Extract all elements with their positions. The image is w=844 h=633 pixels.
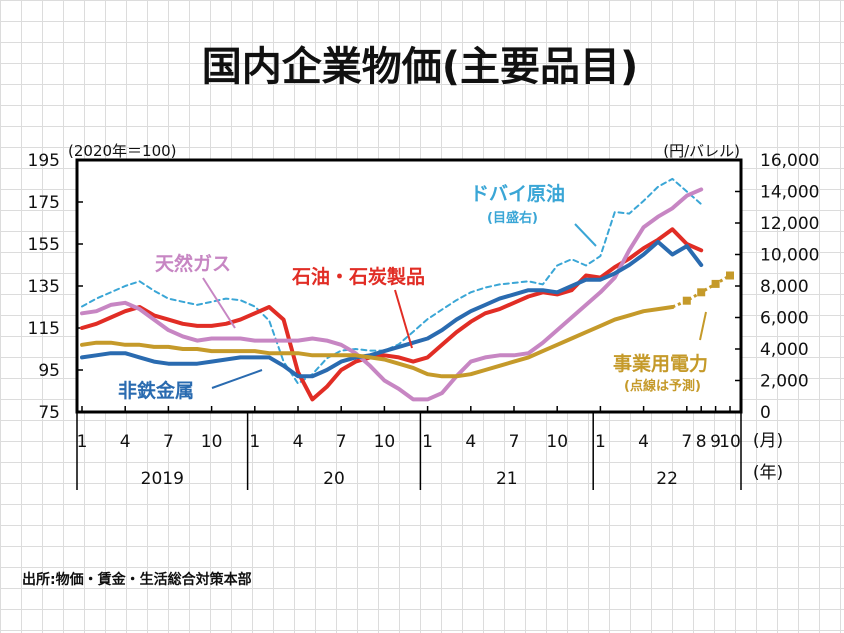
year-label: 20 (323, 469, 345, 489)
chart-title: 国内企業物価(主要品目) (202, 44, 639, 90)
month-tick-label: 7 (509, 432, 520, 452)
plot-area (75, 158, 743, 414)
label-metal: 非鉄金属 (118, 379, 194, 402)
pointer-oil (394, 289, 413, 349)
right-tick-label: 12,000 (760, 214, 819, 234)
right-tick-label: 2,000 (760, 372, 809, 392)
left-axis-unit: (2020年＝100) (68, 142, 177, 160)
right-axis-ticks: 16,000 14,000 12,000 10,000 8,000 6,000 4,000 2… (735, 151, 819, 423)
month-tick-label: 10 (546, 432, 568, 452)
right-axis-unit: (円/バレル) (663, 142, 740, 160)
series-line (80, 227, 704, 402)
pointer-metal (211, 369, 263, 389)
month-tick-label: 1 (249, 432, 260, 452)
month-tick-label: 9 (710, 432, 721, 452)
label-oil: 石油・石炭製品 (291, 266, 425, 288)
left-tick-label: 115 (28, 319, 60, 339)
right-tick-label: 8,000 (760, 277, 809, 297)
month-tick-label: 4 (638, 432, 649, 452)
forecast-point (711, 279, 720, 288)
year-label: 21 (496, 469, 518, 489)
year-unit: (年) (753, 463, 783, 483)
label-dubai: ドバイ原油 (470, 183, 565, 205)
month-tick-label: 8 (696, 432, 707, 452)
left-tick-label: 155 (28, 235, 60, 255)
month-tick-label: 10 (719, 432, 741, 452)
series-line (80, 239, 704, 379)
month-tick-label: 10 (201, 432, 223, 452)
label-power: 事業用電力 (613, 352, 708, 375)
left-tick-label: 75 (38, 403, 60, 423)
forecast-point (682, 296, 691, 305)
left-tick-label: 135 (28, 277, 60, 297)
right-tick-label: 4,000 (760, 340, 809, 360)
series-line (80, 187, 704, 402)
month-tick-label: 7 (163, 432, 174, 452)
left-tick-label: 95 (38, 361, 60, 381)
pointer-power (699, 311, 707, 341)
forecast-point (726, 271, 734, 280)
label-gas: 天然ガス (155, 252, 231, 275)
forecast-point (697, 288, 706, 297)
month-tick-label: 10 (374, 432, 396, 452)
right-tick-label: 14,000 (760, 183, 819, 203)
series-line (80, 305, 675, 379)
left-axis-ticks: 195 175 155 135 115 95 75 (28, 151, 83, 423)
label-power-sub: (点線は予測) (624, 378, 701, 394)
month-tick-label: 1 (422, 432, 433, 452)
month-tick-label: 4 (465, 432, 476, 452)
year-label: 2019 (141, 469, 184, 489)
year-label: 22 (656, 469, 678, 489)
right-tick-label: 16,000 (760, 151, 819, 171)
left-tick-label: 195 (28, 151, 60, 171)
right-tick-label: 10,000 (760, 246, 819, 266)
month-unit: (月) (753, 431, 783, 451)
pointer-gas (202, 277, 236, 329)
source-note: 出所:物価・賃金・生活総合対策本部 (22, 571, 252, 588)
right-tick-label: 6,000 (760, 309, 809, 329)
left-tick-label: 175 (28, 193, 60, 213)
month-tick-label: 4 (120, 432, 131, 452)
label-dubai-sub: (目盛右) (487, 210, 538, 226)
pointer-dubai (574, 223, 597, 247)
month-tick-label: 4 (293, 432, 304, 452)
right-tick-label: 0 (760, 403, 771, 423)
month-tick-label: 1 (595, 432, 606, 452)
month-tick-label: 7 (681, 432, 692, 452)
month-tick-label: 7 (336, 432, 347, 452)
month-tick-label: 1 (77, 432, 88, 452)
series-layer (80, 177, 734, 402)
